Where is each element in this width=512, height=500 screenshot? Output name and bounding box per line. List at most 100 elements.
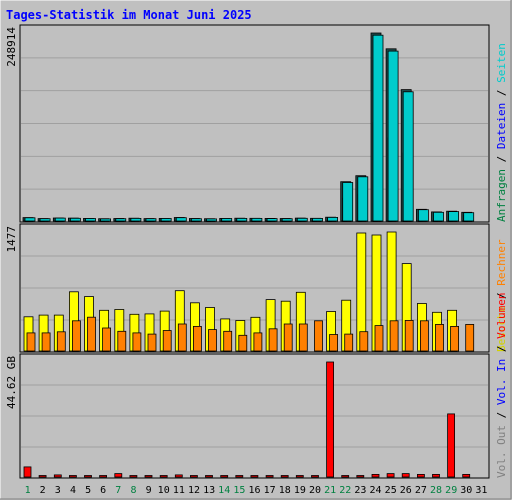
legend-middle-part-2: Rechner	[495, 239, 508, 286]
bar-rechner-day-19	[298, 323, 308, 352]
bar-volumen-day-3	[53, 474, 62, 478]
legend-middle-part-0: Besuche	[495, 306, 508, 352]
bar-rechner-day-18	[283, 323, 293, 352]
bar-volumen-day-11	[174, 474, 183, 478]
bar-rechner-day-30	[465, 323, 475, 352]
bar-seiten-day-12	[190, 218, 202, 222]
legend-top-part-4: Seiten	[495, 43, 508, 83]
bar-seiten-day-5	[85, 218, 96, 222]
panel-visits: 1477	[5, 223, 490, 353]
day-axis-labels: 1 2 3 4 5 6 7 8 9 10 11 12 13 14 15 16 17 18 19 20 21 22 23 24 2…	[25, 485, 488, 496]
legend-top-part-1: /	[495, 149, 508, 169]
bar-rechner-day-12	[192, 325, 202, 352]
bar-volumen-day-9	[144, 475, 153, 478]
day-label-1: 1	[25, 485, 31, 496]
day-label-24: 24	[369, 485, 381, 496]
bar-rechner-day-21	[329, 334, 339, 352]
bar-seiten-day-18	[281, 218, 293, 222]
day-label-31: 31	[475, 485, 487, 496]
bar-volumen-day-8	[129, 475, 138, 478]
bar-seiten-day-23	[357, 176, 369, 222]
bar-volumen-day-15	[235, 475, 244, 478]
day-label-29: 29	[445, 485, 457, 496]
day-label-3: 3	[55, 485, 61, 496]
bar-seiten-day-26	[402, 91, 414, 222]
bar-volumen-day-29	[447, 413, 456, 478]
legend-top-part-0: Anfragen	[495, 169, 508, 222]
bar-rechner-day-11	[177, 323, 187, 352]
bar-seiten-day-24	[372, 34, 384, 222]
bar-volumen-day-7	[114, 473, 123, 478]
bar-rechner-day-29	[450, 325, 460, 352]
bar-rechner-day-6	[102, 327, 111, 352]
bar-volumen-day-2	[38, 475, 47, 478]
legend-bottom-part-0: Vol. Out	[495, 425, 508, 478]
bar-rechner-day-10	[162, 330, 172, 352]
bar-volumen-day-21	[326, 361, 335, 478]
day-label-22: 22	[339, 485, 351, 496]
panel-hits-max-label: 248914	[5, 27, 18, 67]
chart-legends: Anfragen / Dateien / Seiten Besuche / Rec…	[495, 43, 508, 478]
bar-seiten-day-4	[70, 217, 81, 222]
legend-top-part-3: /	[495, 83, 508, 103]
day-label-25: 25	[385, 485, 397, 496]
bar-rechner-day-16	[253, 332, 263, 352]
bar-volumen-day-22	[341, 475, 350, 478]
bar-rechner-day-3	[56, 331, 66, 352]
bar-volumen-day-16	[250, 475, 259, 478]
bar-seiten-day-9	[145, 218, 157, 222]
chart-panels: 248914 1477 44.62 GB	[5, 24, 490, 479]
bar-seiten-day-20	[312, 217, 323, 222]
bar-volumen-day-13	[205, 475, 213, 478]
bar-volumen-day-28	[432, 473, 440, 478]
bar-rechner-day-17	[268, 328, 278, 352]
bar-volumen-day-19	[295, 475, 304, 478]
bar-rechner-day-4	[72, 320, 81, 352]
bar-rechner-day-2	[41, 332, 51, 352]
bar-volumen-day-20	[311, 475, 319, 478]
bar-rechner-day-13	[208, 329, 217, 352]
bar-seiten-day-1	[24, 217, 36, 222]
bar-rechner-day-9	[147, 333, 157, 352]
bar-seiten-day-27	[417, 209, 429, 222]
day-label-8: 8	[130, 485, 136, 496]
bar-volumen-day-1	[23, 466, 32, 478]
panel-volume-max-label: 44.62 GB	[5, 356, 18, 409]
legend-bottom-part-4: Volumen	[495, 293, 508, 339]
legend-bottom-part-3: /	[495, 339, 508, 359]
panel-visits-max-label: 1477	[5, 226, 18, 253]
day-label-30: 30	[460, 485, 472, 496]
bar-rechner-day-1	[26, 332, 36, 352]
day-label-20: 20	[309, 485, 321, 496]
bar-rechner-day-15	[238, 334, 248, 352]
bar-rechner-day-23	[359, 331, 369, 352]
bar-volumen-day-30	[462, 473, 471, 478]
legend-bottom: Vol. Out / Vol. In / Volumen	[495, 293, 508, 478]
bar-rechner-day-14	[223, 330, 233, 352]
day-label-26: 26	[400, 485, 412, 496]
bar-rechner-day-27	[419, 320, 429, 352]
bar-seiten-day-14	[221, 218, 233, 222]
day-label-2: 2	[40, 485, 46, 496]
day-label-23: 23	[354, 485, 366, 496]
legend-middle-part-1: /	[495, 286, 508, 306]
day-label-19: 19	[294, 485, 306, 496]
day-label-21: 21	[324, 485, 336, 496]
bar-seiten-day-21	[327, 216, 339, 222]
bar-volumen-day-18	[280, 475, 289, 478]
day-label-12: 12	[188, 485, 200, 496]
bar-seiten-day-28	[433, 211, 444, 222]
day-label-11: 11	[173, 485, 185, 496]
day-label-18: 18	[279, 485, 291, 496]
bar-volumen-day-27	[416, 473, 425, 478]
bar-volumen-day-10	[159, 475, 168, 478]
day-label-4: 4	[70, 485, 76, 496]
panel-hits: 248914	[5, 24, 490, 223]
bar-rechner-day-8	[132, 332, 142, 352]
day-label-10: 10	[158, 485, 170, 496]
bar-rechner-day-7	[117, 330, 127, 352]
bar-rechner-day-24	[374, 325, 384, 352]
day-label-9: 9	[146, 485, 152, 496]
bar-seiten-day-15	[236, 217, 248, 222]
